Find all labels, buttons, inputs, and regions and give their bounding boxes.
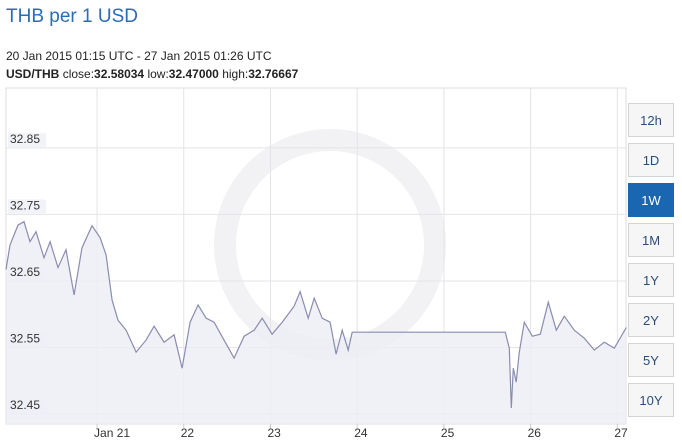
stat-label: low: (147, 67, 169, 81)
area (6, 221, 627, 424)
y-tick-label: 32.45 (10, 398, 40, 412)
y-tick-label: 32.75 (10, 199, 40, 213)
y-label-bg (8, 399, 46, 414)
y-label-bg (8, 332, 46, 347)
y-label-bg (8, 199, 46, 214)
pair: USD/THB (6, 67, 60, 81)
x-tick-label: 27 (614, 426, 628, 440)
range-button[interactable]: 2Y (628, 303, 674, 337)
watermark (214, 129, 446, 361)
y-tick-label: 32.65 (10, 265, 40, 279)
x-tick-label: 22 (181, 426, 195, 440)
stat-label: high: (222, 67, 249, 81)
stats-line: USD/THB close:32.58034 low:32.47000 high… (6, 67, 298, 81)
x-tick-label: 26 (528, 426, 542, 440)
range-button[interactable]: 5Y (628, 343, 674, 377)
y-label-bg (8, 265, 46, 280)
range-button[interactable]: 1Y (628, 263, 674, 297)
stat-label: close: (62, 67, 95, 81)
x-tick-label: 25 (441, 426, 455, 440)
range-button[interactable]: 12h (628, 103, 674, 137)
y-tick-label: 32.85 (10, 132, 40, 146)
range-button[interactable]: 1W (628, 183, 674, 217)
y-tick-label: 32.55 (10, 332, 40, 346)
y-label-bg (8, 132, 46, 147)
range-button[interactable]: 10Y (628, 383, 674, 417)
stat-value: 32.76667 (248, 67, 299, 81)
line (5, 220, 627, 409)
x-tick-label: Jan 21 (94, 426, 130, 440)
range-button[interactable]: 1M (628, 223, 674, 257)
x-tick-label: 24 (354, 426, 368, 440)
range-button[interactable]: 1D (628, 143, 674, 177)
x-tick-label: 23 (267, 426, 281, 440)
chart-title: THB per 1 USD (6, 6, 138, 27)
stat-value: 32.58034 (94, 67, 145, 81)
chart-subtitle: 20 Jan 2015 01:15 UTC - 27 Jan 2015 01:2… (6, 49, 272, 63)
stat-value: 32.47000 (168, 67, 219, 81)
